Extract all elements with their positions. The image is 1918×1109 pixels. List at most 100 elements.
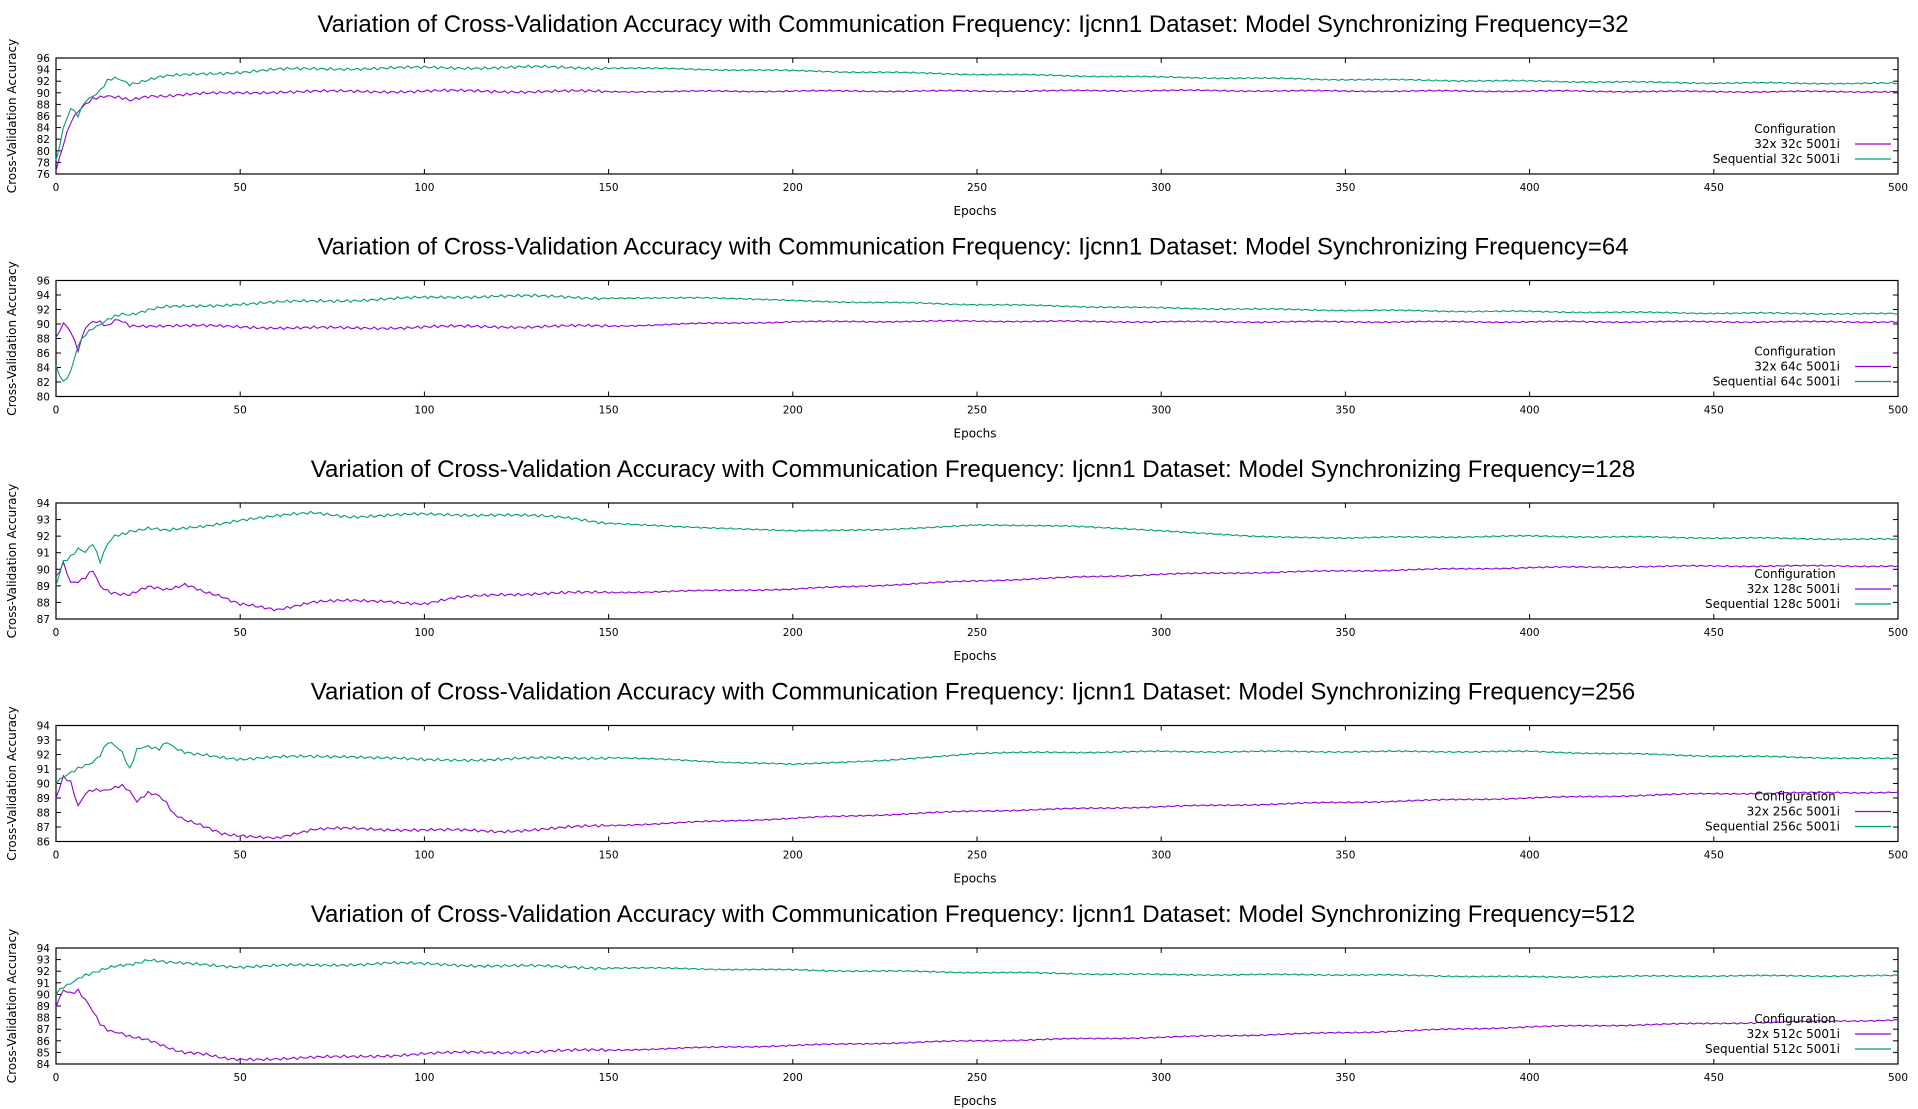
x-tick-label: 350: [1335, 405, 1355, 417]
x-tick-label: 150: [599, 850, 619, 862]
x-tick-label: 400: [1520, 405, 1540, 417]
x-tick-label: 500: [1888, 850, 1908, 862]
y-tick-label: 92: [37, 966, 50, 978]
legend-entry-label: 32x 512c 5001i: [1747, 1027, 1840, 1041]
y-tick-label: 90: [37, 319, 50, 331]
x-axis-label: Epochs: [954, 427, 997, 441]
x-tick-label: 200: [783, 850, 803, 862]
x-tick-label: 50: [234, 850, 247, 862]
y-axis-label: Cross-Validation Accuracy: [5, 261, 19, 415]
y-tick-label: 94: [37, 721, 51, 733]
x-axis-label: Epochs: [954, 649, 997, 663]
y-tick-label: 76: [37, 169, 51, 181]
y-tick-label: 87: [37, 614, 50, 626]
y-tick-label: 89: [37, 1001, 50, 1013]
y-tick-label: 86: [37, 837, 51, 849]
chart-panel-1: Variation of Cross-Validation Accuracy w…: [5, 11, 1908, 218]
legend-entry-label: 32x 32c 5001i: [1754, 137, 1840, 151]
plot-frame: [55, 724, 1899, 843]
y-tick-label: 86: [37, 111, 51, 123]
x-tick-label: 150: [599, 1072, 619, 1084]
chart-title: Variation of Cross-Validation Accuracy w…: [317, 11, 1628, 38]
legend-title: Configuration: [1754, 567, 1835, 581]
y-tick-label: 93: [37, 515, 50, 527]
y-tick-label: 87: [37, 822, 50, 834]
legend-entry-label: Sequential 64c 5001i: [1713, 375, 1840, 389]
chart-panel-3: Variation of Cross-Validation Accuracy w…: [5, 456, 1908, 663]
series-line-s32x: [55, 988, 1899, 1062]
x-tick-label: 100: [414, 627, 434, 639]
y-tick-label: 82: [37, 134, 50, 146]
x-tick-label: 300: [1151, 1072, 1171, 1084]
x-tick-label: 250: [967, 1072, 987, 1084]
y-tick-label: 92: [37, 76, 50, 88]
series-line-s32x: [55, 774, 1899, 840]
y-tick-label: 90: [37, 564, 50, 576]
legend-entry-label: 32x 64c 5001i: [1754, 360, 1840, 374]
chart-title: Variation of Cross-Validation Accuracy w…: [311, 456, 1635, 483]
x-tick-label: 400: [1520, 850, 1540, 862]
chart-title: Variation of Cross-Validation Accuracy w…: [311, 679, 1635, 706]
legend-title: Configuration: [1754, 1012, 1835, 1026]
x-tick-label: 0: [53, 405, 60, 417]
y-tick-label: 86: [37, 1036, 51, 1048]
legend-title: Configuration: [1754, 790, 1835, 804]
x-tick-label: 500: [1888, 182, 1908, 194]
y-tick-label: 91: [37, 764, 50, 776]
x-tick-label: 500: [1888, 1072, 1908, 1084]
legend-title: Configuration: [1754, 345, 1835, 359]
y-tick-label: 88: [37, 1013, 50, 1025]
chart-title: Variation of Cross-Validation Accuracy w…: [311, 901, 1635, 928]
x-tick-label: 400: [1520, 1072, 1540, 1084]
x-tick-label: 150: [599, 627, 619, 639]
x-tick-label: 500: [1888, 405, 1908, 417]
x-tick-label: 250: [967, 850, 987, 862]
series-line-sequential: [55, 741, 1899, 785]
x-tick-label: 250: [967, 182, 987, 194]
x-tick-label: 300: [1151, 850, 1171, 862]
x-tick-label: 100: [414, 405, 434, 417]
x-tick-label: 200: [783, 627, 803, 639]
x-tick-label: 450: [1704, 182, 1724, 194]
y-tick-label: 88: [37, 99, 50, 111]
y-tick-label: 84: [37, 1059, 51, 1071]
y-tick-label: 88: [37, 597, 50, 609]
y-tick-label: 92: [37, 750, 50, 762]
x-tick-label: 350: [1335, 850, 1355, 862]
x-tick-label: 0: [53, 1072, 60, 1084]
y-tick-label: 91: [37, 548, 50, 560]
y-tick-label: 91: [37, 978, 50, 990]
x-tick-label: 0: [53, 850, 60, 862]
y-tick-label: 78: [37, 157, 50, 169]
y-tick-label: 82: [37, 377, 50, 389]
chart-title: Variation of Cross-Validation Accuracy w…: [317, 234, 1628, 261]
x-tick-label: 400: [1520, 182, 1540, 194]
y-tick-label: 92: [37, 531, 50, 543]
series-line-sequential: [55, 64, 1899, 161]
chart-panel-4: Variation of Cross-Validation Accuracy w…: [5, 679, 1908, 886]
y-axis-label: Cross-Validation Accuracy: [5, 929, 19, 1083]
plot-frame: [55, 279, 1899, 398]
x-tick-label: 250: [967, 405, 987, 417]
x-tick-label: 50: [234, 405, 247, 417]
y-tick-label: 89: [37, 793, 50, 805]
x-tick-label: 50: [234, 627, 247, 639]
x-tick-label: 50: [234, 1072, 247, 1084]
x-tick-label: 400: [1520, 627, 1540, 639]
series-line-sequential: [55, 510, 1899, 586]
y-tick-label: 96: [37, 276, 51, 288]
y-tick-label: 85: [37, 1047, 50, 1059]
x-tick-label: 150: [599, 405, 619, 417]
y-tick-label: 93: [37, 955, 50, 967]
x-tick-label: 200: [783, 1072, 803, 1084]
y-tick-label: 86: [37, 348, 51, 360]
y-tick-label: 94: [37, 943, 51, 955]
plot-frame: [55, 502, 1899, 620]
x-tick-label: 450: [1704, 627, 1724, 639]
y-tick-label: 87: [37, 1024, 50, 1036]
y-tick-label: 94: [37, 498, 51, 510]
y-tick-label: 90: [37, 88, 50, 100]
y-tick-label: 89: [37, 581, 50, 593]
y-tick-label: 93: [37, 735, 50, 747]
series-line-s32x: [55, 88, 1898, 172]
